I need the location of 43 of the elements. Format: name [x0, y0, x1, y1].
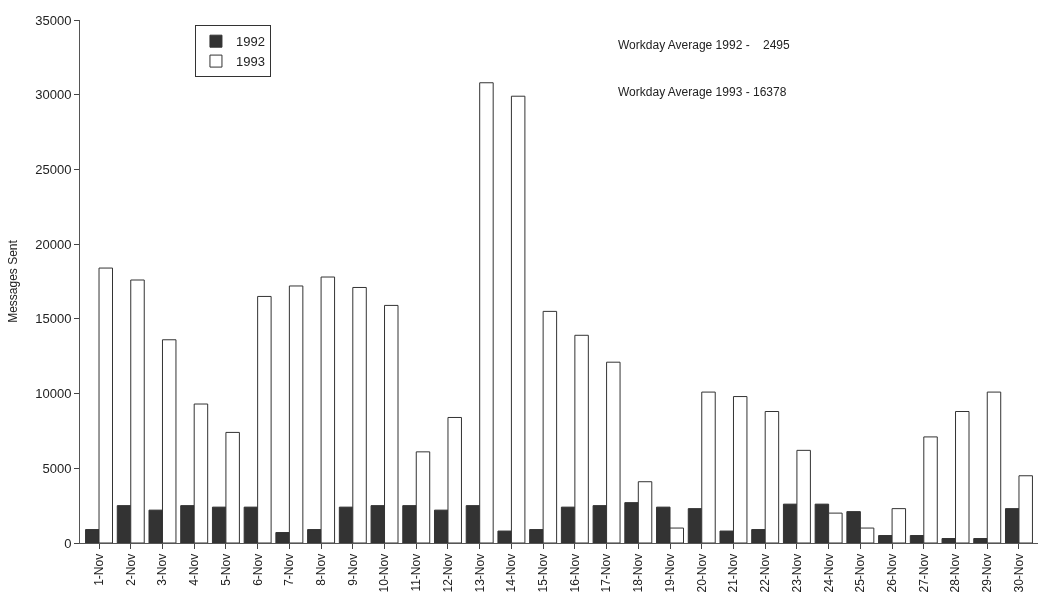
x-tick-label: 10-Nov — [377, 553, 392, 593]
x-tick-label: 8-Nov — [313, 553, 328, 586]
x-tick-label: 4-Nov — [187, 553, 202, 586]
y-tick-label: 30000 — [35, 87, 72, 103]
x-tick-label: 22-Nov — [758, 553, 773, 593]
legend-label: 1993 — [235, 54, 265, 70]
x-tick-label: 27-Nov — [916, 553, 931, 593]
x-tick-label: 11-Nov — [409, 553, 424, 592]
y-tick-label: 20000 — [35, 236, 72, 252]
x-tick-label: 19-Nov — [662, 553, 677, 593]
x-tick-label: 7-Nov — [282, 553, 297, 586]
x-tick-label: 24-Nov — [821, 553, 836, 593]
y-tick-label: 35000 — [35, 12, 72, 28]
x-tick-label: 14-Nov — [504, 553, 519, 593]
x-tick-label: 16-Nov — [567, 553, 582, 593]
y-tick-label: 0 — [64, 535, 72, 551]
x-tick-label: 29-Nov — [980, 553, 995, 593]
y-tick-label: 25000 — [35, 161, 72, 177]
x-tick-label: 18-Nov — [631, 553, 646, 593]
annotation: Workday Average 1992 - 2495 — [618, 38, 790, 52]
annotation: Workday Average 1993 - 16378 — [618, 85, 787, 99]
x-tick-label: 6-Nov — [250, 553, 265, 586]
y-tick-label: 5000 — [42, 460, 72, 476]
x-tick-label: 21-Nov — [726, 553, 741, 593]
x-tick-label: 20-Nov — [694, 553, 709, 593]
x-tick-label: 1-Nov — [91, 553, 106, 586]
x-tick-label: 23-Nov — [789, 553, 804, 593]
x-tick-label: 25-Nov — [853, 553, 868, 593]
x-tick-label: 5-Nov — [218, 553, 233, 586]
x-tick-label: 30-Nov — [1011, 553, 1026, 593]
x-tick-label: 17-Nov — [599, 553, 614, 593]
y-tick-label: 10000 — [35, 386, 72, 402]
x-tick-label: 13-Nov — [472, 553, 487, 593]
x-tick-label: 26-Nov — [884, 553, 899, 593]
y-tick-label: 15000 — [35, 311, 72, 327]
legend-label: 1992 — [235, 34, 265, 50]
x-tick-label: 9-Nov — [345, 553, 360, 586]
x-tick-label: 15-Nov — [536, 553, 551, 593]
y-axis-title: Messages Sent — [5, 239, 20, 323]
x-tick-label: 2-Nov — [123, 553, 138, 586]
x-tick-label: 28-Nov — [948, 553, 963, 593]
x-tick-label: 12-Nov — [440, 553, 455, 593]
x-tick-label: 3-Nov — [155, 553, 170, 586]
